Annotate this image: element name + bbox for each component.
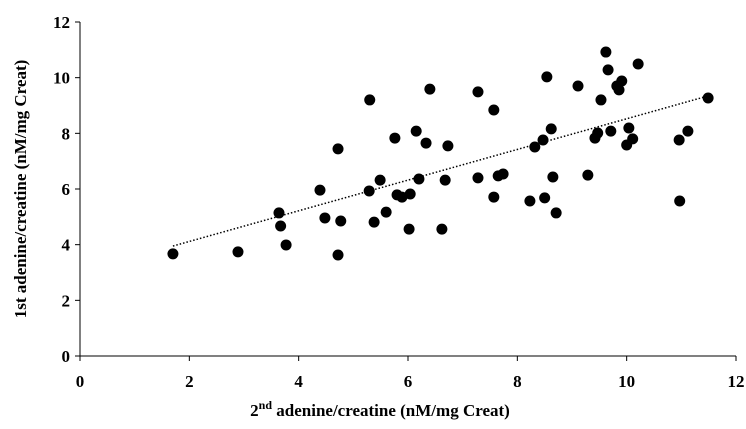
x-tick-label: 4 <box>294 372 303 391</box>
x-tick-label: 8 <box>513 372 522 391</box>
data-point <box>627 133 639 145</box>
data-point <box>364 94 376 106</box>
data-point <box>582 169 594 181</box>
data-point <box>595 94 607 106</box>
data-point <box>319 212 331 224</box>
data-point <box>280 239 292 251</box>
data-point <box>472 86 484 98</box>
data-point <box>420 137 432 149</box>
data-point <box>380 206 392 218</box>
data-point <box>602 64 614 76</box>
x-tick-label: 12 <box>728 372 745 391</box>
data-point <box>547 171 559 183</box>
x-label-superscript: nd <box>259 398 273 412</box>
data-point <box>605 125 617 137</box>
data-point <box>389 132 401 144</box>
x-label-part: adenine/creatine (nM/mg Creat) <box>272 401 510 420</box>
data-point <box>335 215 347 227</box>
data-point <box>537 134 549 146</box>
x-axis-label: 2nd adenine/creatine (nM/mg Creat) <box>250 398 510 420</box>
data-point <box>472 172 484 184</box>
data-point <box>673 134 685 146</box>
data-point <box>403 223 415 235</box>
data-point <box>524 195 536 207</box>
x-tick-label: 6 <box>404 372 413 391</box>
data-point <box>623 122 635 134</box>
data-point <box>488 104 500 116</box>
x-tick-label: 0 <box>76 372 85 391</box>
data-point <box>442 140 454 152</box>
x-tick-label: 10 <box>618 372 635 391</box>
data-point <box>613 84 625 96</box>
data-point <box>616 75 628 87</box>
data-point <box>374 174 386 186</box>
data-point <box>674 195 686 207</box>
y-tick-label: 12 <box>53 13 70 32</box>
y-axis-label: 1st adenine/creatine (nM/mg Creat) <box>11 60 30 319</box>
data-point <box>424 83 436 95</box>
data-point <box>439 174 451 186</box>
data-point <box>232 246 244 258</box>
data-point <box>592 127 604 139</box>
data-point <box>541 71 553 83</box>
data-point <box>702 92 714 104</box>
y-tick-label: 6 <box>62 180 71 199</box>
data-point <box>413 173 425 185</box>
data-point <box>410 125 422 137</box>
data-point <box>539 192 551 204</box>
x-tick-label: 2 <box>185 372 194 391</box>
data-point <box>682 125 694 137</box>
data-point <box>314 184 326 196</box>
data-point <box>488 191 500 203</box>
trendline <box>172 95 709 247</box>
data-point <box>404 188 416 200</box>
y-tick-label: 2 <box>62 291 71 310</box>
data-point <box>529 141 541 153</box>
data-point <box>273 207 285 219</box>
data-point <box>436 223 448 235</box>
data-point <box>275 220 287 232</box>
data-point <box>368 216 380 228</box>
x-label-part: 2 <box>250 401 259 420</box>
data-point <box>545 123 557 135</box>
data-point <box>332 249 344 261</box>
data-point <box>332 143 344 155</box>
y-tick-label: 10 <box>53 69 70 88</box>
data-point <box>497 168 509 180</box>
y-tick-label: 4 <box>62 236 71 255</box>
y-tick-label: 8 <box>62 124 71 143</box>
data-point <box>600 46 612 58</box>
data-point <box>167 248 179 260</box>
y-tick-label: 0 <box>62 347 71 366</box>
data-point <box>363 185 375 197</box>
data-point <box>550 207 562 219</box>
data-point <box>572 80 584 92</box>
data-point <box>632 58 644 70</box>
